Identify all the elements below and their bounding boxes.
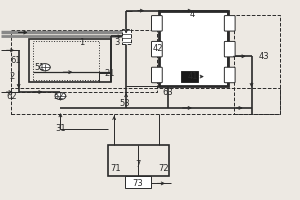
Text: 71: 71 [110,164,121,173]
Text: 72: 72 [158,164,169,173]
Bar [108,145,170,176]
Text: 73: 73 [133,179,143,188]
Text: 53: 53 [119,99,130,108]
Text: 63: 63 [163,88,173,97]
Circle shape [40,64,50,71]
Bar [11,88,280,114]
Text: 1: 1 [79,38,84,47]
Text: 62: 62 [7,92,17,101]
Text: 21: 21 [104,69,115,78]
Text: 43: 43 [258,52,269,61]
Text: 7: 7 [135,160,141,169]
Circle shape [55,92,66,100]
Bar [124,176,152,188]
Text: 52: 52 [54,92,64,101]
Bar [33,41,99,80]
FancyBboxPatch shape [224,41,235,57]
Text: 31: 31 [55,124,66,133]
Bar [182,71,198,82]
Text: 41: 41 [188,72,199,81]
FancyBboxPatch shape [224,67,235,83]
Text: 3: 3 [115,38,120,47]
FancyBboxPatch shape [152,67,162,83]
Bar [29,39,111,82]
Text: 61: 61 [10,56,21,65]
FancyBboxPatch shape [152,41,162,57]
Text: 2: 2 [9,72,15,81]
Bar [159,11,228,86]
Bar [234,15,280,114]
Bar [11,30,158,92]
Text: 51: 51 [34,63,45,72]
FancyBboxPatch shape [152,16,162,31]
Bar [122,28,130,44]
FancyBboxPatch shape [224,16,235,31]
Text: 42: 42 [152,44,163,53]
Text: 4: 4 [189,10,194,19]
